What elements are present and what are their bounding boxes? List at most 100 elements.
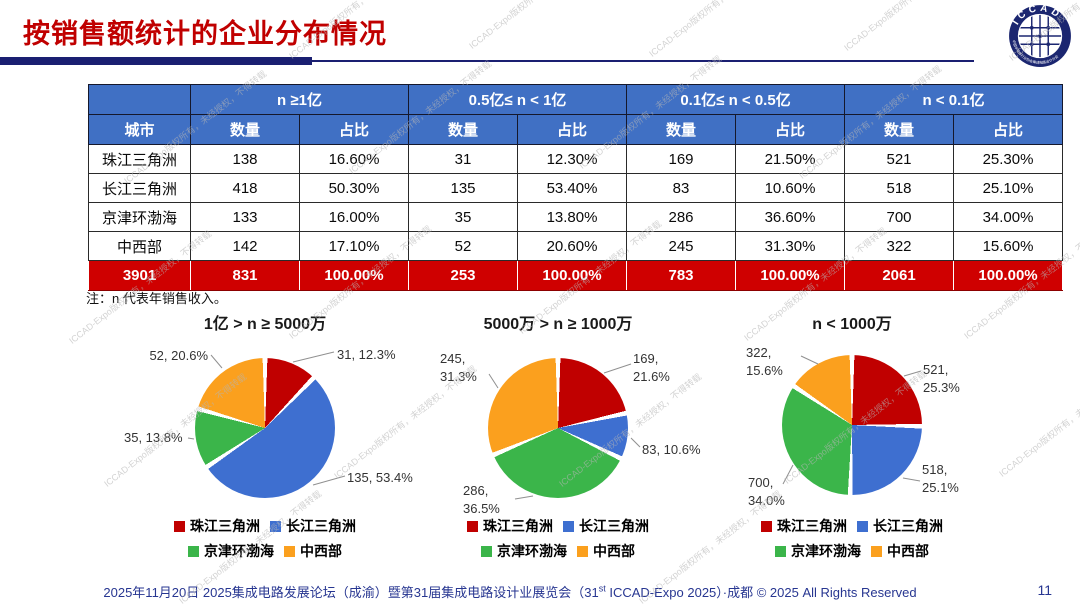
watermark: ICCAD-Expo版权所有，未经授权，不得转载	[997, 361, 1080, 479]
footer-superscript: st	[598, 583, 606, 594]
cell: 100.00%	[299, 260, 409, 291]
pie-chart	[195, 358, 335, 498]
slice-label: 169, 21.6%	[633, 351, 670, 385]
chart-title: n < 1000万	[812, 316, 892, 333]
cell: 418	[190, 173, 300, 203]
group-header: n ≥1亿	[190, 84, 409, 115]
legend-label: 长江三角洲	[286, 518, 356, 534]
col-header: 数量	[844, 114, 955, 145]
slice-label: 83, 10.6%	[642, 442, 701, 457]
chart-legend: 珠江三角洲 长江三角洲 京津环渤海 中西部	[403, 516, 713, 561]
legend-swatch	[761, 520, 772, 532]
legend-label: 珠江三角洲	[483, 518, 553, 534]
cell: 17.10%	[299, 231, 409, 261]
cell: 135	[408, 173, 518, 203]
slice-label: 245, 31.3%	[440, 351, 477, 385]
cell: 25.10%	[953, 173, 1064, 203]
legend-item: 中西部	[284, 541, 342, 561]
row-label: 中西部	[88, 231, 191, 261]
legend-label: 中西部	[593, 543, 635, 559]
cell: 100.00%	[735, 260, 846, 291]
cell: 138	[190, 144, 300, 174]
cell: 20.60%	[516, 231, 628, 261]
watermark: ICCAD-Expo版权所有，未经授权，不得转载	[841, 0, 989, 54]
cell: 31	[408, 144, 518, 174]
row-label: 京津环渤海	[88, 202, 191, 232]
cell: 100.00%	[953, 260, 1064, 291]
legend-swatch	[775, 545, 786, 557]
watermark: ICCAD-Expo版权所有，未经授权，不得转载	[466, 0, 614, 52]
cell: 286	[626, 202, 737, 232]
legend-label: 京津环渤海	[204, 543, 274, 559]
slice-label: 31, 12.3%	[337, 347, 396, 362]
cell: 253	[408, 260, 518, 291]
slice-label: 518, 25.1%	[922, 462, 959, 496]
iccad-logo: ICCAD 中国半导体行业协会集成电路设计分会	[1009, 3, 1071, 67]
legend-item: 珠江三角洲	[174, 516, 260, 536]
cell: 35	[408, 202, 518, 232]
table-row: 京津环渤海 133 16.00% 35 13.80% 286 36.60% 70…	[88, 202, 1064, 232]
legend-item: 珠江三角洲	[467, 516, 553, 536]
sales-distribution-table: n ≥1亿 0.5亿≤ n < 1亿 0.1亿≤ n < 0.5亿 n < 0.…	[88, 84, 1064, 291]
cell: 10.60%	[735, 173, 846, 203]
cell: 518	[844, 173, 955, 203]
legend-item: 京津环渤海	[775, 541, 861, 561]
col-header: 占比	[299, 114, 409, 145]
legend-item: 长江三角洲	[857, 516, 943, 536]
title-divider-thin	[312, 60, 974, 62]
pie-chart	[782, 355, 922, 495]
legend-label: 珠江三角洲	[777, 518, 847, 534]
legend-item: 长江三角洲	[270, 516, 356, 536]
pie-chart-group-3: n < 1000万 322, 15.6% 521, 25.3% 518, 25.…	[697, 308, 1007, 576]
cell: 700	[844, 202, 955, 232]
cell: 142	[190, 231, 300, 261]
cell: 34.00%	[953, 202, 1064, 232]
cell: 50.30%	[299, 173, 409, 203]
cell: 25.30%	[953, 144, 1064, 174]
slice-label: 322, 15.6%	[746, 345, 783, 379]
group-header: n < 0.1亿	[844, 84, 1064, 115]
legend-label: 中西部	[300, 543, 342, 559]
cell: 831	[190, 260, 300, 291]
footer: 2025年11月20日 2025集成电路发展论坛（成渝）暨第31届集成电路设计业…	[0, 582, 1020, 601]
legend-swatch	[563, 520, 574, 532]
legend-item: 中西部	[871, 541, 929, 561]
cell: 13.80%	[516, 202, 628, 232]
cell: 15.60%	[953, 231, 1064, 261]
table-note: 注：n 代表年销售收入。	[86, 291, 227, 306]
pie-chart-group-2: 5000万 > n ≥ 1000万 245, 31.3% 169, 21.6% …	[403, 308, 713, 576]
chart-title: 5000万 > n ≥ 1000万	[483, 316, 633, 333]
footer-text: ICCAD-Expo 2025）·成都 © 2025 All Rights Re…	[605, 585, 917, 600]
cell: 322	[844, 231, 955, 261]
legend-label: 长江三角洲	[579, 518, 649, 534]
legend-swatch	[188, 545, 199, 557]
col-header: 数量	[190, 114, 300, 145]
legend-swatch	[174, 520, 185, 532]
legend-item: 京津环渤海	[481, 541, 567, 561]
cell: 169	[626, 144, 737, 174]
col-header: 数量	[626, 114, 737, 145]
table-row: 中西部 142 17.10% 52 20.60% 245 31.30% 322 …	[88, 231, 1064, 261]
footer-text: 2025年11月20日 2025集成电路发展论坛（成渝）暨第31届集成电路设计业…	[103, 585, 599, 600]
page-number: 11	[1037, 582, 1052, 598]
slice-label: 135, 53.4%	[347, 470, 413, 485]
page-title: 按销售额统计的企业分布情况	[23, 19, 387, 49]
legend-label: 中西部	[887, 543, 929, 559]
table-row: 珠江三角洲 138 16.60% 31 12.30% 169 21.50% 52…	[88, 144, 1064, 174]
legend-label: 京津环渤海	[497, 543, 567, 559]
legend-swatch	[270, 520, 281, 532]
cell: 21.50%	[735, 144, 846, 174]
cell: 36.60%	[735, 202, 846, 232]
legend-item: 京津环渤海	[188, 541, 274, 561]
watermark: ICCAD-Expo版权所有，未经授权，不得转载	[647, 0, 794, 59]
col-header: 数量	[408, 114, 518, 145]
corner-cell	[88, 84, 191, 115]
legend-item: 长江三角洲	[563, 516, 649, 536]
cell: 53.40%	[516, 173, 628, 203]
cell: 16.00%	[299, 202, 409, 232]
legend-swatch	[284, 545, 295, 557]
legend-swatch	[467, 520, 478, 532]
city-header: 城市	[88, 114, 191, 145]
cell: 245	[626, 231, 737, 261]
